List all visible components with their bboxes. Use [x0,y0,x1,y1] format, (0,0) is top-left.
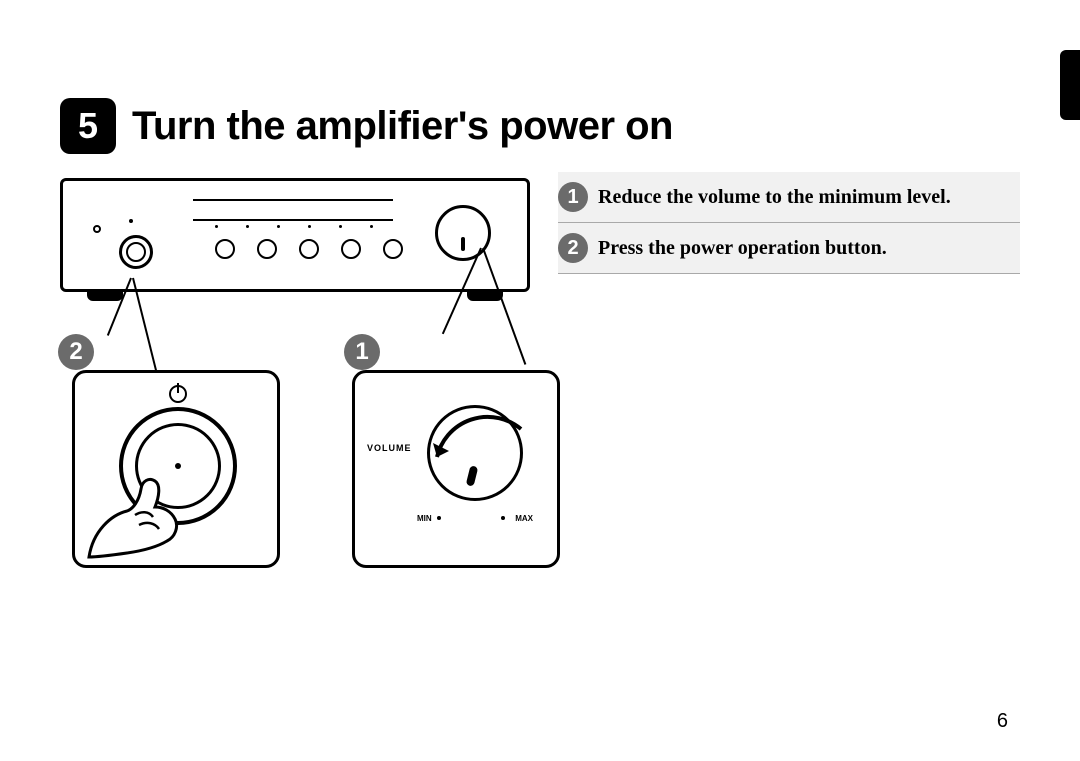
step-row: 2 Press the power operation button. [558,223,1020,274]
hand-press-icon [83,471,193,559]
volume-label: VOLUME [367,443,412,453]
control-knobs-icon [215,239,403,259]
volume-detail-panel: VOLUME MIN MAX [352,370,560,568]
section-tab [1060,50,1080,120]
power-detail-panel [72,370,280,568]
volume-knob-icon [435,205,491,261]
min-dot-icon [437,516,441,520]
foot-icon [87,291,123,301]
step-row: 1 Reduce the volume to the minimum level… [558,172,1020,223]
led-icon [129,219,133,223]
step-number-badge: 5 [60,98,116,154]
page-title: Turn the amplifier's power on [132,104,673,149]
step-index-circle: 2 [558,233,588,263]
min-label: MIN [417,514,432,523]
display-slot-icon [193,199,393,221]
indicator-dots-icon [215,225,373,228]
callout-circle: 1 [344,334,380,370]
volume-knob-large-icon [427,405,523,501]
power-symbol-icon [169,385,187,403]
heading-row: 5 Turn the amplifier's power on [60,98,673,154]
max-dot-icon [501,516,505,520]
headphone-jack-icon [93,225,101,233]
step-text: Press the power operation button. [598,237,887,260]
amplifier-illustration [60,178,530,292]
step-text: Reduce the volume to the minimum level. [598,186,951,209]
power-button-icon [119,235,153,269]
page-number: 6 [997,710,1008,733]
callout-circle: 2 [58,334,94,370]
steps-list: 1 Reduce the volume to the minimum level… [558,172,1020,274]
manual-page: 5 Turn the amplifier's power on 1 Reduce… [0,0,1080,761]
step-index-circle: 1 [558,182,588,212]
max-label: MAX [515,514,533,523]
